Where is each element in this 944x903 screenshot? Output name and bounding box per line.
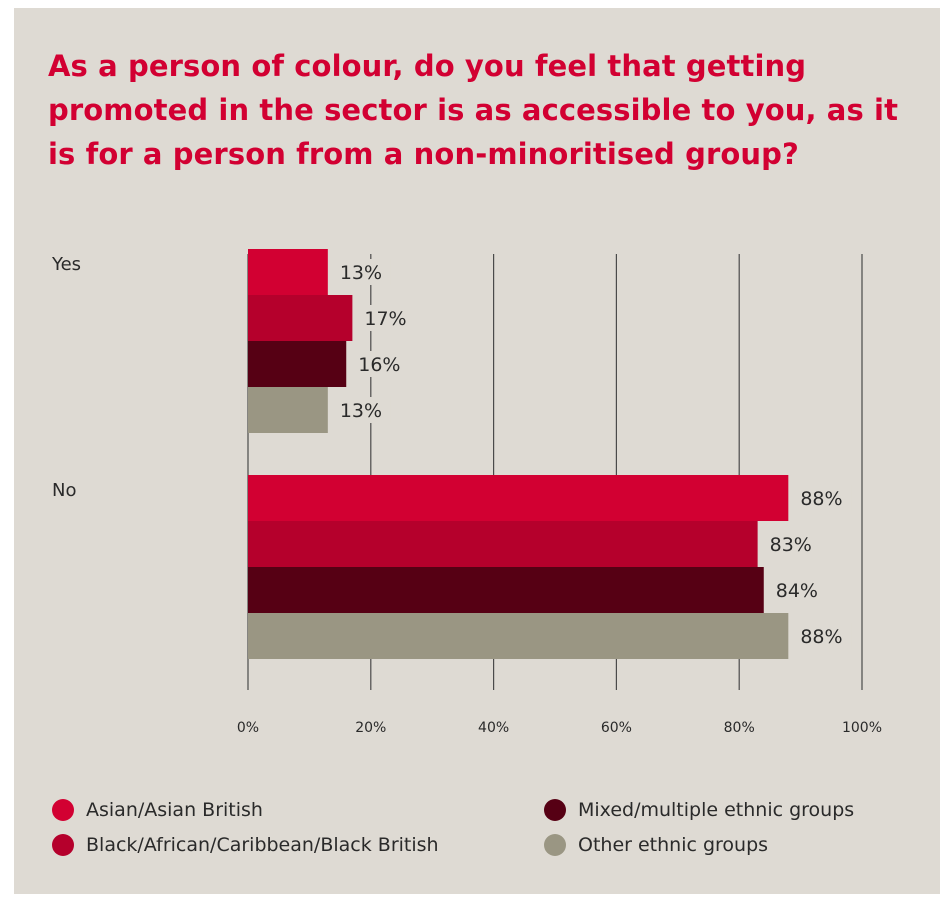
bar	[248, 341, 347, 387]
data-label-bg	[766, 531, 821, 557]
category-label: Yes	[51, 254, 81, 275]
legend-item: Asian/Asian British	[52, 795, 263, 825]
legend-swatch	[544, 799, 566, 821]
legend-item: Other ethnic groups	[544, 830, 768, 860]
data-label-bg	[336, 259, 391, 285]
legend-item: Black/African/Caribbean/Black British	[52, 830, 439, 860]
data-label-bg	[772, 577, 827, 603]
bar	[248, 567, 764, 613]
x-tick-label: 20%	[355, 720, 386, 736]
data-label: 88%	[800, 626, 842, 648]
chart-title: As a person of colour, do you feel that …	[48, 49, 899, 171]
data-label-bg	[797, 485, 852, 511]
data-label: 84%	[776, 580, 818, 602]
bar	[248, 475, 789, 521]
legend-label: Other ethnic groups	[578, 834, 769, 856]
data-label: 13%	[340, 262, 382, 284]
x-tick-label: 40%	[478, 720, 509, 736]
data-label: 16%	[358, 354, 400, 376]
legend-label: Black/African/Caribbean/Black British	[86, 834, 439, 856]
bar	[248, 387, 328, 433]
x-tick-label: 60%	[601, 720, 632, 736]
data-label-bg	[361, 305, 416, 331]
data-label-bg	[797, 623, 852, 649]
data-label: 17%	[364, 308, 406, 330]
legend-swatch	[52, 834, 74, 856]
legend-swatch	[544, 834, 566, 856]
category-label: No	[52, 480, 76, 501]
legend-swatch	[52, 799, 74, 821]
data-label-bg	[336, 397, 391, 423]
data-label: 88%	[800, 488, 842, 510]
chart-panel	[14, 8, 940, 894]
x-tick-label: 0%	[237, 720, 259, 736]
bar	[248, 613, 789, 659]
bar	[248, 295, 353, 341]
bar	[248, 249, 328, 295]
bar	[248, 521, 758, 567]
legend-label: Mixed/multiple ethnic groups	[578, 799, 855, 821]
x-tick-label: 100%	[842, 720, 882, 736]
x-tick-label: 80%	[724, 720, 755, 736]
legend-label: Asian/Asian British	[86, 799, 263, 821]
data-label: 83%	[770, 534, 812, 556]
data-label-bg	[355, 351, 410, 377]
legend-item: Mixed/multiple ethnic groups	[544, 795, 854, 825]
data-label: 13%	[340, 400, 382, 422]
